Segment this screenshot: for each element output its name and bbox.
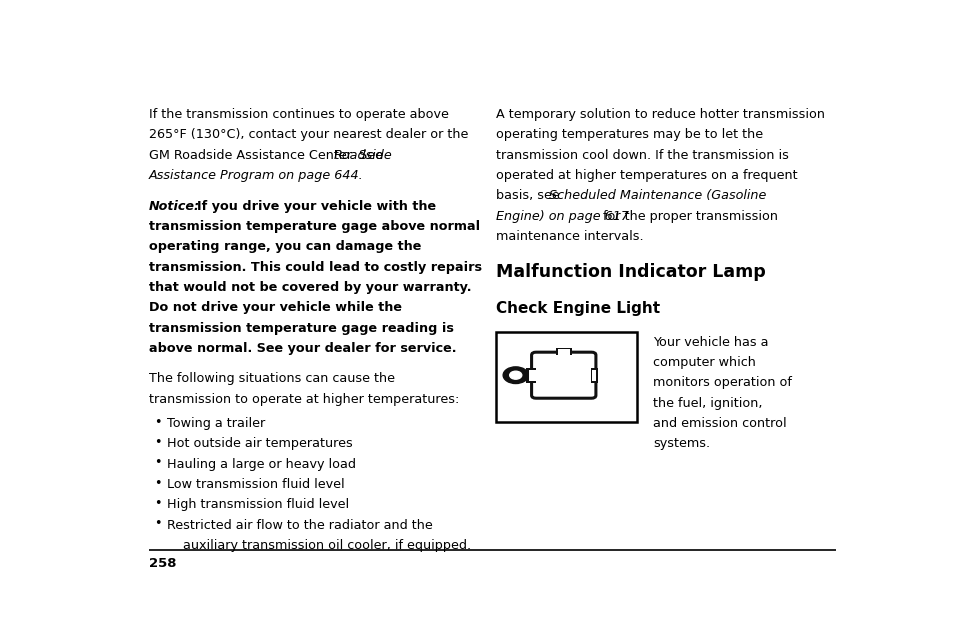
Text: transmission cool down. If the transmission is: transmission cool down. If the transmiss…	[496, 149, 788, 162]
Text: GM Roadside Assistance Center. See: GM Roadside Assistance Center. See	[149, 149, 386, 162]
Text: Restricted air flow to the radiator and the: Restricted air flow to the radiator and …	[167, 519, 433, 532]
Bar	[526, 368, 536, 382]
Text: above normal. See your dealer for service.: above normal. See your dealer for servic…	[149, 342, 456, 355]
Circle shape	[502, 367, 528, 384]
Text: operating temperatures may be to let the: operating temperatures may be to let the	[496, 128, 762, 141]
Text: A temporary solution to reduce hotter transmission: A temporary solution to reduce hotter tr…	[496, 108, 824, 121]
Text: Hot outside air temperatures: Hot outside air temperatures	[167, 438, 353, 450]
Text: operating range, you can damage the: operating range, you can damage the	[149, 240, 421, 253]
Bar	[496, 332, 636, 422]
FancyBboxPatch shape	[531, 352, 596, 398]
Text: basis, see: basis, see	[496, 190, 563, 202]
Bar	[558, 349, 569, 355]
Bar	[555, 348, 571, 355]
Text: auxiliary transmission oil cooler, if equipped.: auxiliary transmission oil cooler, if eq…	[167, 539, 471, 552]
Text: systems.: systems.	[653, 437, 709, 450]
Bar	[592, 370, 596, 380]
Text: operated at higher temperatures on a frequent: operated at higher temperatures on a fre…	[496, 169, 797, 182]
Text: Malfunction Indicator Lamp: Malfunction Indicator Lamp	[496, 263, 765, 280]
Text: •: •	[153, 436, 161, 449]
Bar	[591, 368, 598, 382]
Text: Check Engine Light: Check Engine Light	[496, 301, 659, 316]
Text: transmission. This could lead to costly repairs: transmission. This could lead to costly …	[149, 261, 481, 273]
Text: Towing a trailer: Towing a trailer	[167, 417, 265, 430]
Text: •: •	[153, 497, 161, 510]
Text: Your vehicle has a: Your vehicle has a	[653, 336, 768, 349]
Text: that would not be covered by your warranty.: that would not be covered by your warran…	[149, 281, 471, 294]
Text: •: •	[153, 415, 161, 429]
Text: transmission temperature gage reading is: transmission temperature gage reading is	[149, 322, 454, 335]
Text: Do not drive your vehicle while the: Do not drive your vehicle while the	[149, 301, 401, 314]
Text: transmission temperature gage above normal: transmission temperature gage above norm…	[149, 220, 479, 233]
Text: The following situations can cause the: The following situations can cause the	[149, 372, 395, 385]
Text: monitors operation of: monitors operation of	[653, 377, 791, 389]
Text: 258: 258	[149, 557, 176, 570]
Text: transmission to operate at higher temperatures:: transmission to operate at higher temper…	[149, 392, 458, 406]
Text: If you drive your vehicle with the: If you drive your vehicle with the	[189, 200, 436, 212]
Text: 265°F (130°C), contact your nearest dealer or the: 265°F (130°C), contact your nearest deal…	[149, 128, 468, 141]
Text: Assistance Program on page 644.: Assistance Program on page 644.	[149, 169, 363, 182]
Text: Hauling a large or heavy load: Hauling a large or heavy load	[167, 458, 355, 471]
Bar	[528, 370, 536, 380]
Text: maintenance intervals.: maintenance intervals.	[496, 230, 643, 243]
Text: Roadside: Roadside	[333, 149, 392, 162]
Text: Engine) on page 617: Engine) on page 617	[496, 210, 629, 223]
Text: High transmission fluid level: High transmission fluid level	[167, 499, 349, 511]
Text: •: •	[153, 517, 161, 530]
Text: Notice:: Notice:	[149, 200, 200, 212]
Text: •: •	[153, 476, 161, 490]
Circle shape	[509, 371, 521, 379]
Text: Low transmission fluid level: Low transmission fluid level	[167, 478, 345, 491]
Text: computer which: computer which	[653, 356, 755, 369]
Text: Scheduled Maintenance (Gasoline: Scheduled Maintenance (Gasoline	[548, 190, 765, 202]
Text: If the transmission continues to operate above: If the transmission continues to operate…	[149, 108, 448, 121]
Text: the fuel, ignition,: the fuel, ignition,	[653, 397, 761, 410]
Text: and emission control: and emission control	[653, 417, 786, 430]
Text: •: •	[153, 456, 161, 469]
Text: for the proper transmission: for the proper transmission	[598, 210, 778, 223]
